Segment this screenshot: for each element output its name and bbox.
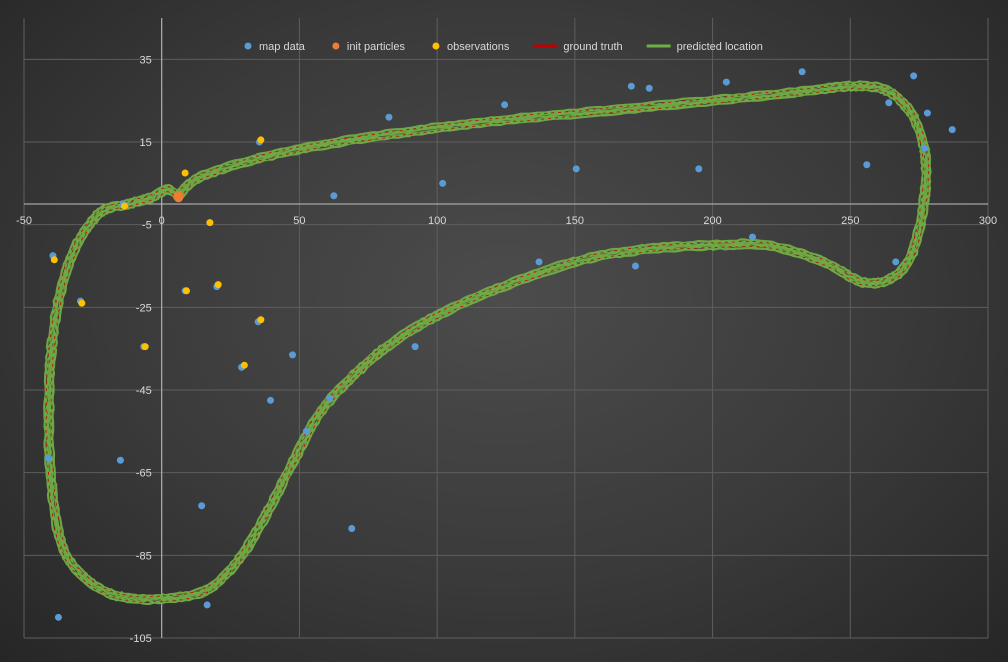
map-data-point — [501, 101, 509, 109]
map-data-point — [535, 258, 543, 266]
series-points — [45, 68, 956, 621]
map-data-point — [385, 113, 393, 121]
legend-label-init-particles: init particles — [347, 41, 406, 53]
observations-point — [257, 316, 265, 324]
observations-point — [257, 136, 265, 144]
observations-point — [206, 219, 214, 227]
observations-point — [78, 299, 86, 307]
map-data-point — [267, 396, 275, 404]
legend-label-observations: observations — [447, 41, 510, 53]
observations-point — [240, 361, 248, 369]
observations-point — [181, 169, 189, 177]
y-tick-label: -105 — [130, 633, 152, 645]
ground-truth-line — [45, 82, 930, 603]
x-tick-label: 50 — [293, 215, 305, 227]
init-particles-point — [174, 193, 184, 203]
map-data-point — [45, 454, 53, 462]
legend-label-ground-truth: ground truth — [563, 41, 622, 53]
map-data-point — [302, 427, 310, 435]
map-data-point — [910, 72, 918, 80]
y-tick-label: -25 — [136, 302, 152, 314]
map-data-point — [116, 456, 124, 464]
x-tick-label: -50 — [16, 215, 32, 227]
predicted-location-line — [43, 80, 932, 606]
y-tick-label: 35 — [139, 54, 151, 66]
predicted-location-line — [51, 88, 924, 597]
series-lines — [43, 80, 932, 606]
legend-swatch-init-particles — [332, 42, 340, 50]
observations-point — [121, 202, 129, 210]
map-data-point — [439, 179, 447, 187]
predicted-location-line — [47, 84, 928, 601]
x-tick-label: 0 — [159, 215, 165, 227]
y-tick-label: -45 — [136, 385, 152, 397]
map-data-point — [863, 161, 871, 169]
map-data-point — [892, 258, 900, 266]
legend-swatch-observations — [432, 42, 440, 50]
gridlines — [23, 18, 989, 639]
map-data-point — [203, 601, 211, 609]
y-tick-label: -5 — [142, 220, 152, 232]
map-data-point — [695, 165, 703, 173]
predicted-location-line — [45, 82, 930, 603]
x-tick-label: 250 — [841, 215, 859, 227]
map-data-point — [627, 82, 635, 90]
map-data-point — [330, 192, 338, 200]
tick-labels: 35 15 -5 -25 -45 -65 -85 -105 -50 0 50 100 150 200 250… — [16, 54, 997, 645]
map-data-point — [54, 613, 62, 621]
legend: map data init particles observations ground… — [244, 41, 763, 53]
map-data-point — [289, 351, 297, 359]
legend-swatch-map-data — [244, 42, 252, 50]
map-data-point — [749, 233, 757, 241]
legend-label-predicted-location: predicted location — [677, 41, 763, 53]
map-data-point — [923, 109, 931, 117]
map-data-point — [645, 84, 653, 92]
y-tick-label: -85 — [136, 550, 152, 562]
predicted-location-line — [49, 86, 926, 599]
x-tick-label: 300 — [979, 215, 997, 227]
legend-label-map-data: map data — [259, 41, 306, 53]
map-data-point — [631, 262, 639, 270]
map-data-point — [411, 343, 419, 351]
observations-point — [183, 287, 191, 295]
x-tick-label: 150 — [566, 215, 584, 227]
observations-point — [214, 281, 222, 289]
map-data-point — [948, 126, 956, 134]
y-tick-label: -65 — [136, 468, 152, 480]
observations-point — [141, 343, 149, 351]
ground-truth-line — [50, 87, 925, 598]
map-data-point — [722, 78, 730, 86]
map-data-point — [348, 524, 356, 532]
map-data-point — [885, 99, 893, 107]
map-data-point — [798, 68, 806, 76]
axes — [24, 18, 988, 638]
map-data-point — [921, 144, 929, 152]
x-tick-label: 100 — [428, 215, 446, 227]
map-data-point — [326, 394, 334, 402]
map-data-point — [198, 502, 206, 510]
map-data-point — [572, 165, 580, 173]
x-tick-label: 200 — [703, 215, 721, 227]
y-tick-label: 15 — [139, 137, 151, 149]
observations-point — [50, 256, 58, 264]
